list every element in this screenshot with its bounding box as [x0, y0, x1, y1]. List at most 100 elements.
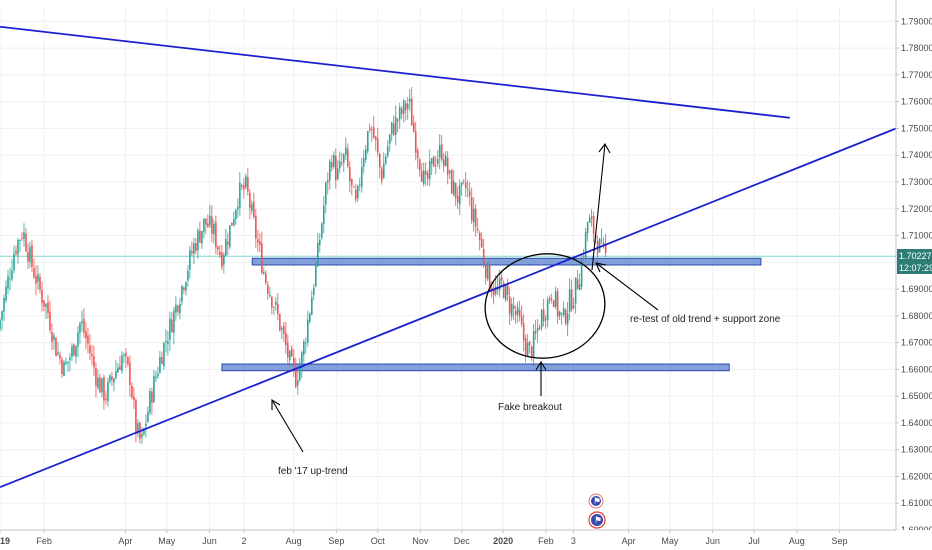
candle	[109, 374, 111, 384]
candle	[167, 331, 169, 356]
candle-body	[508, 296, 511, 314]
candle	[476, 217, 479, 234]
candle	[239, 171, 241, 216]
candle	[390, 122, 393, 142]
candle-body	[572, 305, 575, 309]
uptrend-arrow[interactable]	[271, 399, 304, 453]
candle-body	[454, 182, 457, 198]
candle-body	[424, 171, 427, 175]
candle	[65, 357, 67, 366]
candle-body	[534, 330, 537, 334]
support-zone-lower[interactable]	[221, 363, 730, 372]
candle	[231, 222, 233, 226]
candle-body	[273, 307, 275, 308]
time-axis[interactable]: 2019 Feb Apr May Jun 2 Aug Sep Oct Nov Dec 2020 Feb 3…	[0, 529, 932, 550]
candle	[588, 214, 591, 223]
annotation-drawings[interactable]	[271, 142, 659, 453]
candle	[273, 306, 275, 315]
candle-body	[253, 201, 255, 217]
target-arrow[interactable]	[591, 142, 611, 271]
candle	[512, 296, 515, 321]
fake-breakout-arrow[interactable]	[535, 360, 547, 396]
candle-body	[279, 314, 281, 331]
candle-body	[229, 225, 231, 248]
candle	[121, 351, 123, 374]
candle-body	[147, 411, 149, 422]
candle-body	[245, 176, 247, 188]
candle-body	[466, 189, 469, 191]
candle	[83, 308, 85, 338]
candle-body	[530, 346, 533, 358]
candle-body	[313, 288, 315, 296]
trendlines[interactable]	[0, 25, 897, 489]
candle-body	[480, 239, 483, 248]
candle-body	[137, 423, 139, 434]
candle-body	[464, 182, 467, 189]
candle	[482, 238, 485, 268]
event-badge-icon[interactable]: ⚑	[588, 493, 604, 509]
candle	[305, 337, 307, 354]
candle-body	[79, 323, 81, 333]
candle	[460, 181, 463, 196]
candle	[113, 377, 115, 392]
candle	[311, 290, 313, 315]
price-axis[interactable]: 1.600001.610001.620001.630001.640001.650…	[895, 0, 932, 550]
candle	[586, 221, 589, 242]
candle-body	[562, 308, 565, 315]
candle-body	[171, 319, 173, 333]
retest-arrow[interactable]	[595, 262, 659, 311]
candle	[153, 369, 155, 403]
candle-body	[482, 249, 485, 265]
candle	[340, 152, 343, 167]
candle-body	[277, 303, 279, 314]
candle-body	[23, 232, 25, 239]
candle-body	[476, 228, 479, 231]
candle-body	[55, 337, 57, 357]
candle	[5, 280, 7, 304]
up-trend-line[interactable]	[0, 127, 897, 489]
candle-body	[360, 167, 363, 187]
candle-body	[406, 103, 409, 109]
candle-body	[400, 108, 403, 115]
candle-body	[5, 286, 7, 301]
candle-body	[11, 270, 13, 280]
candle-body	[510, 303, 513, 317]
event-badge-icon[interactable]: ⚑	[588, 511, 606, 529]
candle-body	[21, 238, 23, 239]
candle	[338, 151, 341, 174]
time-tick-label: Sep	[831, 536, 847, 546]
candle-body	[356, 185, 359, 198]
time-tick-label: Oct	[371, 536, 386, 546]
candle-body	[119, 366, 121, 370]
candle-body	[506, 284, 509, 295]
countdown-label: 12:07:29	[899, 263, 932, 273]
candle-body	[580, 259, 583, 287]
candle	[530, 345, 533, 362]
time-tick-label: Sep	[328, 536, 344, 546]
candle	[37, 265, 39, 290]
upper-resistance-line[interactable]	[0, 25, 790, 119]
candle	[293, 349, 295, 377]
candle	[17, 238, 19, 264]
candle-body	[428, 161, 431, 180]
candle	[93, 345, 95, 376]
price-tick-label: 1.61000	[901, 498, 932, 508]
fake-breakout-ellipse[interactable]	[478, 246, 611, 366]
candle-body	[177, 305, 179, 312]
candle-body	[430, 158, 433, 164]
candle-body	[133, 396, 135, 401]
candle	[123, 352, 125, 364]
time-tick-label: Jun	[705, 536, 720, 546]
candle-body	[297, 380, 299, 386]
event-badges[interactable]: ⚑ ⚑	[588, 493, 606, 529]
candle	[572, 297, 575, 310]
candle-body	[544, 318, 547, 320]
candle-body	[237, 206, 239, 210]
support-zones[interactable]	[221, 257, 762, 372]
candle	[25, 228, 27, 253]
candle	[157, 366, 159, 380]
candle	[564, 308, 567, 326]
candle	[544, 314, 547, 329]
support-zone-upper[interactable]	[251, 257, 762, 266]
